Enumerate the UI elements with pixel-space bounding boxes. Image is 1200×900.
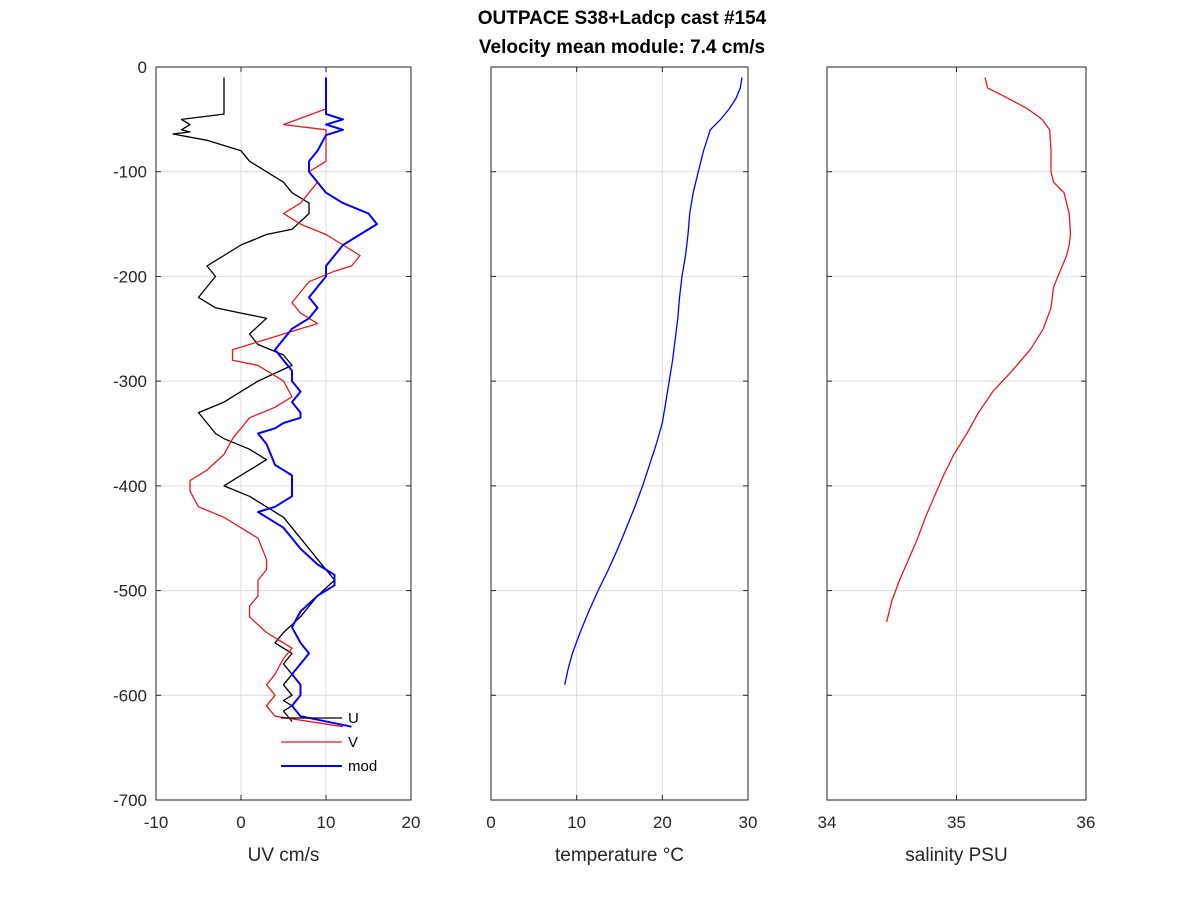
x-tick-label: 30	[739, 813, 758, 832]
y-tick-label: -300	[113, 372, 147, 391]
plot-area	[491, 67, 748, 800]
y-tick-label: -200	[113, 267, 147, 286]
x-tick-label: -10	[144, 813, 169, 832]
legend-label-v: V	[348, 734, 358, 751]
x-tick-label: 0	[236, 813, 245, 832]
chart-title-line2: Velocity mean module: 7.4 cm/s	[479, 37, 765, 58]
y-tick-label: -400	[113, 477, 147, 496]
plot-area	[156, 67, 411, 800]
panel-salinity: 34 35 36 salinity PSU	[818, 66, 1096, 866]
x-axis-label: salinity PSU	[905, 845, 1007, 866]
axes-box	[490, 66, 749, 801]
y-tick-label: 0	[138, 58, 147, 77]
axes-box	[155, 66, 412, 801]
y-tick-label: -100	[113, 163, 147, 182]
panel-temperature: 0 10 20 30 temperature °C	[486, 66, 758, 866]
legend-label-u: U	[348, 710, 359, 727]
legend-label-mod: mod	[348, 758, 377, 775]
x-tick-label: 34	[818, 813, 837, 832]
y-tick-label: -700	[113, 791, 147, 810]
x-tick-label: 36	[1077, 813, 1096, 832]
y-tick-label: -600	[113, 686, 147, 705]
x-tick-label: 20	[653, 813, 672, 832]
x-axis-label: UV cm/s	[248, 845, 320, 866]
chart-title-line1: OUTPACE S38+Ladcp cast #154	[478, 8, 767, 29]
x-tick-label: 10	[567, 813, 586, 832]
panel-uv-velocity: -10 0 10 200-100-200-300-400-500-600-700UV …	[113, 58, 420, 866]
x-axis-label: temperature °C	[555, 845, 684, 866]
series-line-mod	[257, 77, 378, 728]
y-tick-label: -500	[113, 582, 147, 601]
x-tick-label: 35	[947, 813, 966, 832]
x-tick-label: 10	[317, 813, 336, 832]
series-line-u	[172, 77, 336, 722]
series-line-1	[564, 77, 743, 685]
x-tick-label: 20	[402, 813, 421, 832]
x-tick-label: 0	[486, 813, 495, 832]
series-line-2	[885, 77, 1072, 623]
